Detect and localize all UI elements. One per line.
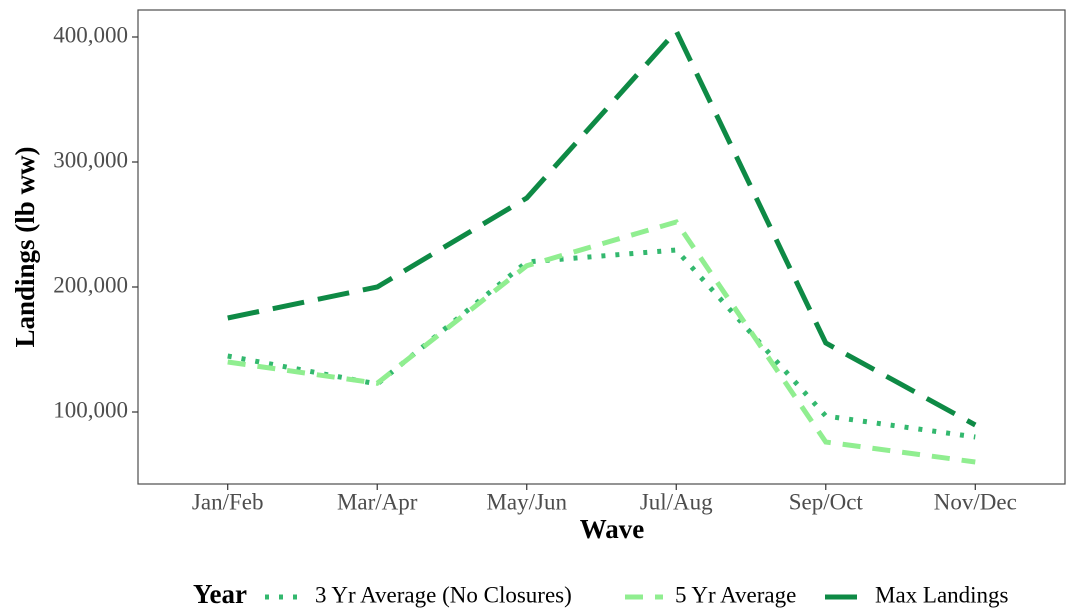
- legend-title: Year: [193, 579, 247, 609]
- x-tick-label: Jan/Feb: [192, 489, 264, 514]
- x-tick-label: Jul/Aug: [640, 489, 713, 514]
- x-tick-label: Mar/Apr: [337, 489, 418, 514]
- series-line: [227, 247, 976, 440]
- x-axis-title: Wave: [580, 514, 645, 544]
- x-tick-label: Nov/Dec: [934, 489, 1017, 514]
- y-tick-label: 200,000: [53, 272, 128, 297]
- y-tick-label: 300,000: [53, 147, 128, 172]
- legend-label: 3 Yr Average (No Closures): [315, 582, 572, 607]
- series-line: [227, 219, 976, 465]
- legend-label: Max Landings: [875, 582, 1009, 607]
- y-axis-title: Landings (lb ww): [10, 146, 40, 347]
- x-tick-label: May/Jun: [486, 489, 567, 514]
- legend-label: 5 Yr Average: [675, 582, 796, 607]
- series-line: [227, 26, 977, 428]
- y-tick-label: 100,000: [53, 397, 128, 422]
- x-tick-label: Sep/Oct: [789, 489, 864, 514]
- plot-panel: [137, 9, 1066, 485]
- y-tick-label: 400,000: [53, 22, 128, 47]
